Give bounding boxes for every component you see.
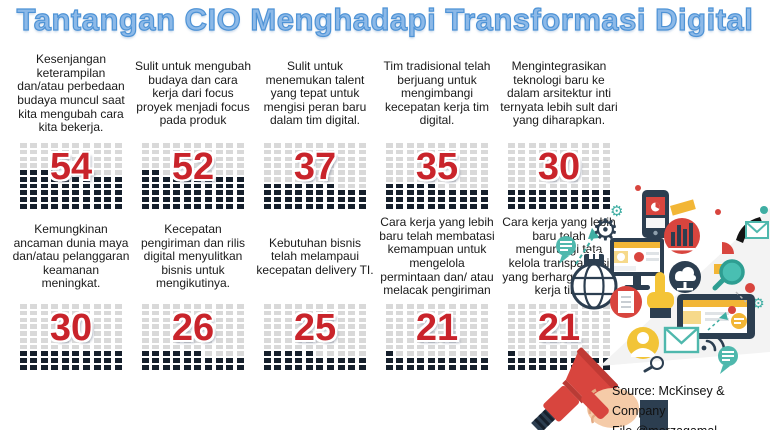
globe-icon: [570, 262, 618, 310]
stat-card: Cara kerja yang lebih baru telah membata…: [376, 213, 498, 370]
hand-holding-megaphone: [581, 388, 668, 430]
waffle-cells: [141, 143, 245, 209]
stat-description: Kesenjangan keterampilan dan/atau perbed…: [17, 52, 125, 135]
stats-row-2: Kemungkinan ancaman dunia maya dan/atau …: [10, 213, 622, 370]
stat-value: 35: [415, 146, 459, 188]
stat-description: Kemungkinan ancaman dunia maya dan/atau …: [12, 222, 130, 291]
yellow-note: [670, 199, 696, 216]
stat-description: Sulit untuk menemukan talent yang tepat …: [263, 59, 367, 128]
stat-value: 54: [49, 146, 93, 188]
waffle-cells: [263, 143, 367, 209]
stat-card: Sulit untuk menemukan talent yang tepat …: [254, 48, 376, 209]
envelope-icon: [745, 221, 769, 239]
stat-description: Cara kerja yang lebih baru telah membata…: [379, 215, 495, 298]
stat-description: Kebutuhan bisnis telah melampaui kecepat…: [256, 235, 374, 277]
stat-value: 25: [293, 307, 337, 349]
stat-description: Kecepatan pengiriman dan rilis digital m…: [140, 222, 246, 291]
digital-icons-illustration: ⚙ ⚙ ⚙: [531, 185, 770, 430]
waffle-chart: 26: [141, 304, 245, 370]
file-line: File @merzagamal: [612, 421, 770, 430]
waffle-chart: 35: [385, 143, 489, 209]
smartphone-icon: [642, 190, 669, 238]
growth-arrow-icon: [575, 228, 600, 265]
waffle-chart: 54: [19, 143, 123, 209]
waffle-chart: 21: [385, 304, 489, 370]
stat-value: 21: [537, 307, 581, 349]
waffle-chart: 21: [507, 304, 611, 370]
waffle-cells: [507, 143, 611, 209]
stat-value: 30: [537, 146, 581, 188]
desktop-monitor-icon: [610, 238, 664, 290]
waffle-cells: [385, 143, 489, 209]
stat-value: 52: [171, 146, 215, 188]
waffle-cells: [19, 143, 123, 209]
envelope-icon: [663, 326, 700, 354]
stat-card: Tim tradisional telah berjuang untuk men…: [376, 48, 498, 209]
waffle-chart: 30: [19, 304, 123, 370]
gear-icon: ⚙: [752, 296, 765, 312]
page-title: Tantangan CIO Menghadapi Transformasi Di…: [16, 1, 754, 37]
source-line: Source: McKinsey & Company: [612, 384, 725, 418]
waffle-cells: [141, 304, 245, 370]
stats-board: Kesenjangan keterampilan dan/atau perbed…: [10, 48, 622, 370]
gear-icon: ⚙: [610, 202, 623, 220]
stat-value: 37: [293, 146, 337, 188]
document-icon: [610, 286, 642, 318]
magnifier-icon: [712, 259, 745, 291]
waffle-chart: 25: [263, 304, 367, 370]
megaphone-icon: [531, 347, 618, 430]
stat-value: 21: [415, 307, 459, 349]
stat-description: Tim tradisional telah berjuang untuk men…: [383, 59, 491, 128]
person-icon: [627, 327, 659, 359]
stat-card: Kebutuhan bisnis telah melampaui kecepat…: [254, 213, 376, 370]
pointer-hand-icon: [647, 272, 674, 318]
waffle-chart: 52: [141, 143, 245, 209]
pie-wedge-icon: [722, 242, 734, 254]
waffle-chart: 37: [263, 143, 367, 209]
waffle-cells: [19, 304, 123, 370]
stat-value: 26: [171, 307, 215, 349]
waffle-chart: 30: [507, 143, 611, 209]
stat-card: Kesenjangan keterampilan dan/atau perbed…: [10, 48, 132, 209]
stats-row-1: Kesenjangan keterampilan dan/atau perbed…: [10, 48, 622, 209]
stat-card: Sulit untuk mengubah budaya dan cara ker…: [132, 48, 254, 209]
chat-bubble-icon: [718, 346, 738, 374]
waffle-cells: [263, 304, 367, 370]
stat-description: Mengintegrasikan teknologi baru ke dalam…: [500, 59, 618, 128]
stat-card: Cara kerja yang lebih baru telah mengura…: [498, 213, 620, 370]
source-credit: Source: McKinsey & Company File @merzaga…: [612, 381, 770, 430]
magnifier-icon: [643, 356, 664, 373]
bar-chart-icon: [664, 218, 700, 254]
stat-description: Sulit untuk mengubah budaya dan cara ker…: [134, 59, 252, 128]
stat-card: Kecepatan pengiriman dan rilis digital m…: [132, 213, 254, 370]
stat-card: Mengintegrasikan teknologi baru ke dalam…: [498, 48, 620, 209]
waffle-cells: [385, 304, 489, 370]
chat-bubble-icon: [556, 236, 576, 264]
stat-card: Kemungkinan ancaman dunia maya dan/atau …: [10, 213, 132, 370]
stat-value: 30: [49, 307, 93, 349]
cloud-download-icon: [669, 261, 701, 293]
scatter-dots: [635, 185, 768, 331]
